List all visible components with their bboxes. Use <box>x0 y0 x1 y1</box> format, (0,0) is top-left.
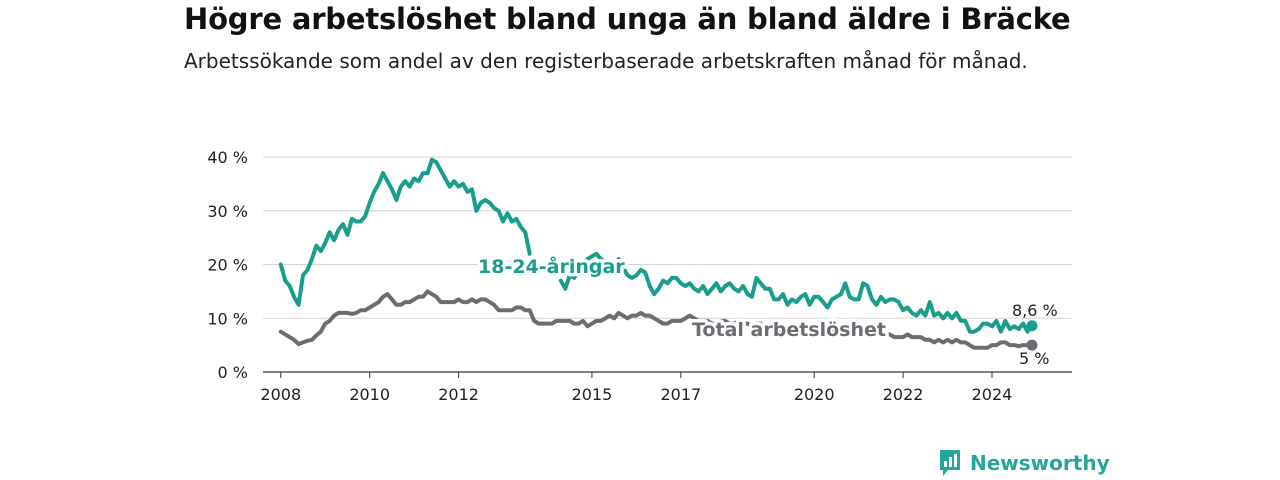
series-line-youth <box>558 251 1034 334</box>
x-tick-label: 2020 <box>794 385 835 404</box>
series-line-youth-end-dot <box>1026 320 1038 332</box>
series-line-youth <box>278 157 532 307</box>
x-tick-label: 2022 <box>883 385 924 404</box>
x-tick-label: 2024 <box>972 385 1013 404</box>
brand-name: Newsworthy <box>970 451 1110 475</box>
end-label-total: 5 % <box>1019 349 1049 368</box>
series-label-youth-halo: 18-24-åringar <box>478 254 625 278</box>
x-tick-label: 2015 <box>572 385 613 404</box>
y-tick-label: 30 % <box>207 202 248 221</box>
x-tick-label: 2010 <box>349 385 390 404</box>
x-tick-label: 2008 <box>260 385 301 404</box>
series-label-total-halo: Total arbetslöshet <box>692 319 886 341</box>
series-line-total-end-dot <box>1026 339 1038 351</box>
series-label-total: Total arbetslöshet <box>692 319 886 341</box>
chart-subtitle: Arbetssökande som andel av den registerb… <box>184 49 1028 73</box>
chart-title: Högre arbetslöshet bland unga än bland ä… <box>184 2 1071 36</box>
end-label-youth: 8,6 % <box>1012 301 1058 320</box>
series-label-youth: 18-24-åringar <box>478 254 625 278</box>
y-tick-label: 0 % <box>218 363 248 382</box>
brand-logo: Newsworthy <box>938 448 1110 478</box>
y-tick-label: 20 % <box>207 256 248 275</box>
bar-chart-icon <box>940 450 960 476</box>
x-tick-label: 2017 <box>660 385 701 404</box>
series-line-total <box>278 289 1034 350</box>
y-tick-label: 10 % <box>207 309 248 328</box>
y-tick-label: 40 % <box>207 148 248 167</box>
x-tick-label: 2012 <box>438 385 479 404</box>
